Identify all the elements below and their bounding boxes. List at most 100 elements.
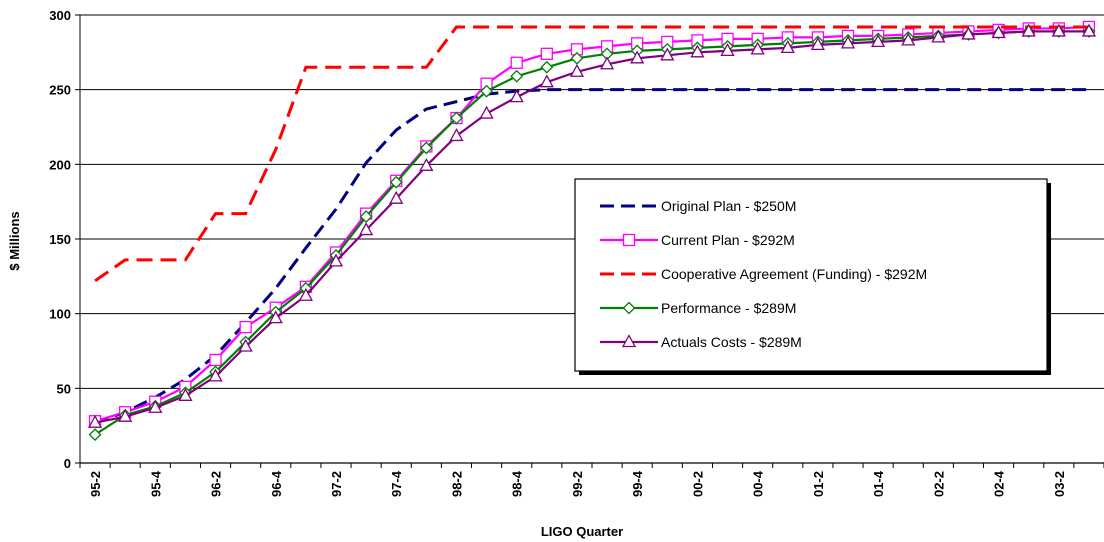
legend-label: Current Plan - $292M <box>661 232 795 248</box>
series-line <box>94 30 1089 436</box>
data-point <box>599 56 615 70</box>
data-point <box>750 41 765 55</box>
data-point <box>298 287 313 301</box>
legend-item: Actuals Costs - $289M <box>600 334 802 350</box>
x-tick-labels: 95-2 95-4 96-2 96-4 97-2 97-4 98-2 98-4 99-2 99-4… <box>88 470 1067 497</box>
data-point <box>510 56 523 69</box>
data-point <box>268 310 283 324</box>
y-tick-label: 200 <box>49 157 71 172</box>
x-tick-label: 98-4 <box>510 470 525 497</box>
data-point <box>660 47 675 61</box>
x-tick-label: 02-4 <box>992 470 1007 497</box>
legend: Original Plan - $250M Current Plan - $292… <box>574 178 1051 375</box>
data-point <box>509 89 524 103</box>
data-point <box>208 368 223 382</box>
data-point <box>239 320 252 334</box>
y-tick-label: 50 <box>57 381 71 396</box>
data-point <box>238 338 253 352</box>
data-point <box>419 141 433 155</box>
x-tick-label: 96-2 <box>209 471 224 497</box>
data-point <box>479 105 494 119</box>
x-tick-label: 99-4 <box>630 470 645 497</box>
data-point <box>540 47 553 60</box>
x-axis-title: LIGO Quarter <box>541 524 623 539</box>
y-axis-title: $ Millions <box>7 211 22 270</box>
series-4 <box>87 23 1097 428</box>
data-point <box>570 51 584 65</box>
series-group <box>87 20 1097 442</box>
legend-marker <box>621 334 637 348</box>
data-point <box>901 32 916 46</box>
legend-label: Original Plan - $250M <box>661 198 796 214</box>
data-point <box>449 128 464 142</box>
data-point <box>87 414 103 428</box>
legend-label: Performance - $289M <box>661 300 796 316</box>
data-point <box>148 399 163 413</box>
series-0 <box>94 88 1089 425</box>
y-tick-label: 0 <box>64 456 71 471</box>
series-line <box>94 30 1089 424</box>
data-point <box>871 34 886 48</box>
x-tick-label: 99-2 <box>570 471 585 497</box>
y-tick-label: 250 <box>49 83 71 98</box>
data-point <box>178 387 193 401</box>
data-point <box>931 29 946 43</box>
data-point <box>450 111 463 125</box>
data-point <box>1081 23 1097 37</box>
legend-item: Performance - $289M <box>600 300 796 316</box>
data-point <box>1051 23 1066 37</box>
x-tick-label: 03-2 <box>1052 471 1067 497</box>
x-tick-label: 00-4 <box>751 470 766 497</box>
legend-label: Actuals Costs - $289M <box>661 334 802 350</box>
data-point <box>569 63 585 77</box>
legend-item: Original Plan - $250M <box>600 198 796 214</box>
x-tick-label: 02-2 <box>931 471 946 497</box>
y-tick-label: 100 <box>49 307 71 322</box>
data-point <box>539 74 554 88</box>
data-point <box>961 26 976 40</box>
data-point <box>328 253 344 267</box>
x-tick-label: 97-4 <box>389 470 404 497</box>
data-point <box>540 60 554 74</box>
x-tick-label: 01-2 <box>811 471 826 497</box>
data-point <box>991 25 1006 39</box>
x-tick-label: 00-2 <box>690 471 705 497</box>
data-point <box>118 408 133 422</box>
y-tick-labels: 0 50 100 150 200 250 300 <box>49 8 71 471</box>
axes <box>75 14 1104 468</box>
series-line <box>94 88 1089 425</box>
data-point <box>510 69 524 83</box>
x-tick-label: 01-4 <box>871 470 886 497</box>
series-line <box>94 25 1089 423</box>
series-2 <box>94 25 1089 283</box>
x-tick-label: 95-2 <box>88 471 103 497</box>
data-point <box>840 35 856 49</box>
data-point <box>810 37 825 51</box>
x-tick-label: 97-2 <box>329 471 344 497</box>
legend-marker <box>622 233 636 247</box>
y-tick-label: 300 <box>49 8 71 23</box>
data-point <box>389 190 404 204</box>
data-point <box>359 210 373 224</box>
x-tick-label: 95-4 <box>148 470 163 497</box>
data-point <box>690 44 705 58</box>
data-point <box>630 50 645 64</box>
legend-item: Cooperative Agreement (Funding) - $292M <box>600 266 927 282</box>
x-tick-label: 98-2 <box>449 471 464 497</box>
data-point <box>88 428 102 442</box>
legend-item: Current Plan - $292M <box>600 232 795 248</box>
x-tick-label: 96-4 <box>269 470 284 497</box>
data-point <box>389 175 403 189</box>
data-point <box>720 42 735 56</box>
data-point <box>780 39 795 54</box>
data-point <box>209 353 222 367</box>
y-tick-label: 150 <box>49 232 71 247</box>
series-line <box>94 25 1089 283</box>
data-point <box>480 84 494 98</box>
legend-label: Cooperative Agreement (Funding) - $292M <box>661 266 927 282</box>
data-point <box>1021 23 1036 37</box>
data-point <box>359 222 374 236</box>
data-point <box>419 157 434 171</box>
legend-marker <box>622 301 636 315</box>
